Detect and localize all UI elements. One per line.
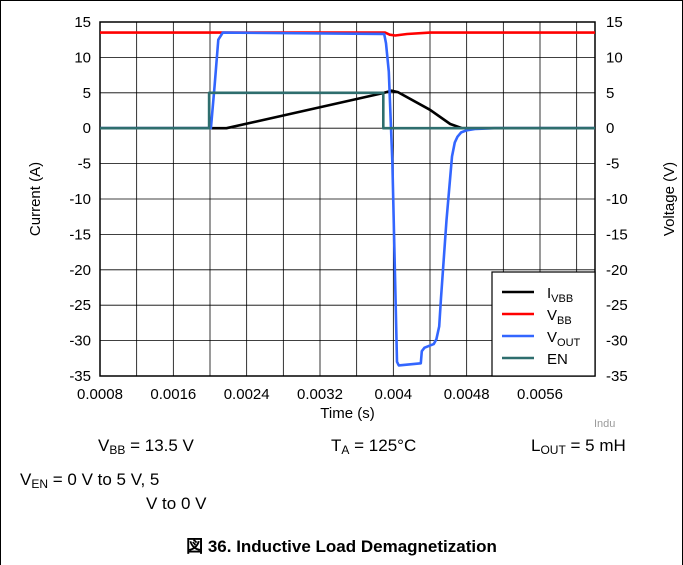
y-tick-label-left: -5: [78, 156, 91, 173]
lout-sub: OUT: [540, 443, 566, 457]
y-tick-label-left: -20: [69, 262, 91, 279]
y-tick-label-left: -25: [69, 297, 91, 314]
y-tick-label-right: 15: [606, 14, 623, 31]
vbb-main: V: [98, 436, 110, 455]
y-tick-label-right: -25: [606, 297, 628, 314]
lout-value: = 5 mH: [565, 436, 626, 455]
y-tick-label-right: -5: [606, 156, 619, 173]
vbb-value: = 13.5 V: [125, 436, 194, 455]
ven-value: = 0 V to 5 V, 5: [48, 470, 160, 489]
y-tick-label-right: -15: [606, 226, 628, 243]
x-axis-title: Time (s): [320, 405, 374, 422]
ven-main: V: [20, 470, 32, 489]
legend-label-vbb: VBB: [547, 307, 572, 327]
y-tick-label-left: -10: [69, 191, 91, 208]
y-tick-label-left: -15: [69, 226, 91, 243]
condition-ta: TA = 125°C: [331, 436, 416, 457]
y-tick-label-left: 0: [83, 120, 91, 137]
series-line-en: [100, 91, 595, 130]
series-line-ivbb: [100, 89, 595, 130]
y-axis-title-right: Voltage (V): [661, 162, 678, 236]
plot-border: [99, 21, 596, 377]
condition-ven: VEN = 0 V to 5 V, 5: [20, 470, 159, 491]
condition-lout: LOUT = 5 mH: [531, 436, 626, 457]
x-tick-label: 0.0032: [297, 386, 343, 403]
y-tick-label-right: 0: [606, 120, 614, 137]
lout-main: L: [531, 436, 541, 455]
series-line-vbb: [100, 31, 595, 37]
series-line-vout: [100, 31, 595, 367]
x-tick-label: 0.0008: [77, 386, 123, 403]
y-tick-label-right: -20: [606, 262, 628, 279]
legend-box: [491, 271, 596, 377]
x-tick-label: 0.0024: [224, 386, 270, 403]
y-tick-label-left: -30: [69, 333, 91, 350]
y-tick-label-left: 5: [83, 85, 91, 102]
x-tick-label: 0.0048: [444, 386, 490, 403]
x-tick-label: 0.0016: [150, 386, 196, 403]
y-tick-label-left: -35: [69, 368, 91, 385]
x-tick-label: 0.0056: [517, 386, 563, 403]
legend-label-en: EN: [547, 351, 568, 368]
ta-sub: A: [341, 443, 350, 457]
y-tick-label-right: 5: [606, 85, 614, 102]
figure-caption: 図 36. Inductive Load Demagnetization: [186, 537, 497, 556]
x-tick-label: 0.004: [375, 386, 413, 403]
ven-sub: EN: [31, 477, 49, 491]
ta-value: = 125°C: [349, 436, 417, 455]
y-tick-label-right: -30: [606, 333, 628, 350]
vbb-sub: BB: [109, 443, 126, 457]
condition-vbb: VBB = 13.5 V: [98, 436, 194, 457]
condition-ven-line2: V to 0 V: [146, 494, 207, 513]
y-tick-label-left: 10: [74, 49, 91, 66]
y-tick-label-right: -35: [606, 368, 628, 385]
y-tick-label-left: 15: [74, 14, 91, 31]
y-tick-label-right: 10: [606, 49, 623, 66]
chart-plot: 15 15 10 10 5 5 0 0 -5 -5 -10 -10 -15 -15 -20 -20 -25 -25…: [27, 14, 678, 422]
y-axis-title-left: Current (A): [27, 162, 44, 236]
watermark-text: Indu: [594, 418, 616, 430]
legend-label-vout: VOUT: [547, 329, 581, 349]
ta-main: T: [331, 436, 342, 455]
legend-label-ivbb: IVBB: [547, 285, 573, 305]
y-tick-label-right: -10: [606, 191, 628, 208]
